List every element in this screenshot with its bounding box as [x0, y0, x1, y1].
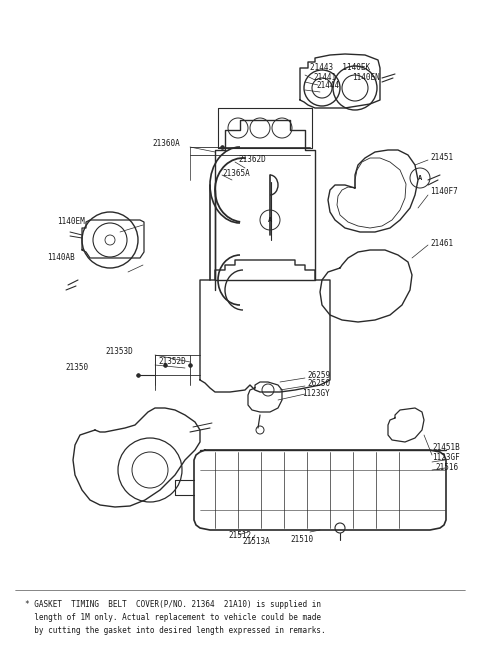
Text: A: A	[268, 217, 272, 223]
Text: 21516: 21516	[435, 463, 458, 472]
Text: 21461: 21461	[430, 238, 453, 248]
Text: 21451: 21451	[430, 154, 453, 162]
Text: 21443  1140EK: 21443 1140EK	[310, 64, 370, 72]
Text: 21362D: 21362D	[238, 156, 266, 164]
Text: 21512: 21512	[228, 530, 251, 539]
Text: 26259: 26259	[307, 371, 330, 380]
Text: 1140AB: 1140AB	[47, 254, 75, 263]
Text: 21510: 21510	[290, 535, 313, 545]
Text: 21350: 21350	[65, 363, 88, 373]
Text: by cutting the gasket into desired length expressed in remarks.: by cutting the gasket into desired lengt…	[25, 626, 325, 635]
Text: 21353D: 21353D	[105, 348, 133, 357]
Text: A: A	[418, 175, 422, 181]
Text: 1123GY: 1123GY	[302, 388, 330, 397]
Text: 21441: 21441	[313, 72, 336, 81]
Text: * GASKET  TIMING  BELT  COVER(P/NO. 21364  21A10) is supplied in: * GASKET TIMING BELT COVER(P/NO. 21364 2…	[25, 600, 321, 609]
Text: 1140EM: 1140EM	[57, 217, 85, 227]
Text: 21451B: 21451B	[432, 443, 460, 453]
Text: 21444: 21444	[316, 81, 339, 91]
Text: 21365A: 21365A	[222, 168, 250, 177]
Text: 26250: 26250	[307, 378, 330, 388]
Text: 21352D: 21352D	[158, 357, 186, 367]
Text: 1123GF: 1123GF	[432, 453, 460, 463]
Text: 21360A: 21360A	[152, 139, 180, 148]
Text: 21513A: 21513A	[242, 537, 270, 547]
Text: 1140EN: 1140EN	[352, 72, 380, 81]
Text: 1140F7: 1140F7	[430, 187, 458, 196]
Text: length of 1M only. Actual replacement to vehicle could be made: length of 1M only. Actual replacement to…	[25, 613, 321, 622]
